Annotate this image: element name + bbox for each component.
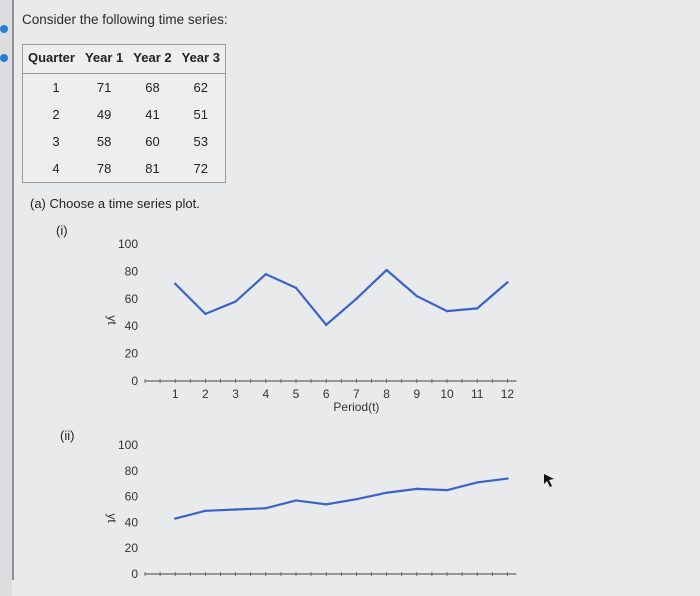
data-point <box>476 481 479 484</box>
data-point <box>204 509 207 512</box>
header-year-2: Year 2 <box>128 44 177 74</box>
x-tick-label: 2 <box>202 387 209 401</box>
x-tick-label: 7 <box>353 387 360 401</box>
data-point <box>385 268 388 272</box>
table-cell: 62 <box>193 80 209 95</box>
data-point <box>264 272 267 276</box>
table-cell: 58 <box>96 134 112 149</box>
table-header-row: Quarter Year 1 Year 2 Year 3 <box>22 44 226 74</box>
question-intro: Consider the following time series: <box>22 12 228 27</box>
header-year-1: Year 1 <box>79 44 129 74</box>
y-tick-label: 40 <box>125 515 139 529</box>
table-cell: 78 <box>96 161 112 176</box>
x-tick-label: 11 <box>471 387 484 401</box>
y-tick-label: 0 <box>131 374 138 388</box>
x-tick-label: 12 <box>501 387 515 401</box>
y-tick-label: 60 <box>125 292 139 306</box>
x-tick-label: 1 <box>172 387 179 401</box>
table-cell: 1 <box>52 80 60 95</box>
table-row: 1 71 68 62 <box>23 74 226 102</box>
y-tick-label: 0 <box>131 567 138 581</box>
data-point <box>355 497 358 501</box>
y-axis-label: yt <box>105 513 119 523</box>
data-point <box>415 294 418 298</box>
y-tick-label: 20 <box>125 347 139 361</box>
data-point <box>174 517 177 520</box>
y-tick-label: 80 <box>125 264 139 278</box>
table-row: 2 49 41 51 <box>23 101 226 128</box>
header-quarter: Quarter <box>22 44 80 74</box>
data-point <box>294 499 298 502</box>
data-point <box>234 300 237 303</box>
x-tick-label: 9 <box>413 387 420 401</box>
table-cell: 68 <box>145 80 160 95</box>
y-axis-label: yt <box>105 315 119 325</box>
table-row: 4 78 81 72 <box>23 155 226 183</box>
data-point <box>234 508 237 511</box>
table-cell: 51 <box>193 107 209 122</box>
chart-option-ii[interactable]: 100 80 60 40 20 0 yt <box>105 438 517 581</box>
table-cell: 53 <box>193 134 209 149</box>
series-line <box>174 268 509 327</box>
table-cell: 81 <box>145 161 160 176</box>
time-series-table: Quarter Year 1 Year 2 Year 3 1 71 68 62 … <box>22 44 226 183</box>
left-gutter <box>0 0 12 596</box>
progress-dot-icon[interactable] <box>0 54 8 62</box>
data-point <box>506 281 509 284</box>
table-cell: 41 <box>145 107 160 122</box>
y-tick-label: 60 <box>125 490 139 504</box>
table-cell: 3 <box>52 134 60 149</box>
table-cell: 72 <box>193 161 209 176</box>
x-tick-label: 10 <box>440 387 454 401</box>
data-point <box>204 312 207 316</box>
gutter-divider <box>12 0 14 580</box>
data-point <box>385 491 388 494</box>
table-cell: 4 <box>52 161 60 176</box>
table-cell: 60 <box>145 134 160 149</box>
data-point <box>445 488 449 492</box>
data-point <box>415 487 418 491</box>
data-point <box>325 503 328 506</box>
table-cell: 49 <box>96 107 112 122</box>
x-tick-label: 8 <box>383 387 390 401</box>
y-tick-label: 20 <box>125 541 139 555</box>
y-tick-label: 100 <box>118 438 138 452</box>
header-year-3: Year 3 <box>176 44 226 74</box>
x-tick-label: 3 <box>232 387 239 401</box>
table-cell: 71 <box>96 80 112 95</box>
data-point <box>325 323 328 327</box>
series-line <box>174 477 508 520</box>
progress-dot-icon[interactable] <box>0 25 8 33</box>
data-point <box>294 286 298 290</box>
y-tick-label: 40 <box>125 319 139 333</box>
data-point <box>174 282 177 285</box>
data-point <box>476 307 479 310</box>
option-i-label[interactable]: (i) <box>56 223 68 238</box>
option-ii-label[interactable]: (ii) <box>60 428 75 443</box>
y-tick-label: 80 <box>125 464 139 478</box>
cursor-icon <box>544 474 554 487</box>
y-tick-label: 100 <box>118 237 138 251</box>
x-tick-label: 6 <box>323 387 330 401</box>
table-row: 3 58 60 53 <box>23 128 226 155</box>
data-point <box>355 297 358 300</box>
table-cell: 2 <box>52 107 60 122</box>
x-tick-label: 5 <box>293 387 300 401</box>
x-tick-label: 4 <box>262 387 269 401</box>
part-a-prompt: (a) Choose a time series plot. <box>30 196 200 211</box>
data-point <box>506 477 509 480</box>
data-point <box>264 507 267 510</box>
data-point <box>445 309 449 313</box>
x-axis-label: Period(t) <box>333 400 379 414</box>
